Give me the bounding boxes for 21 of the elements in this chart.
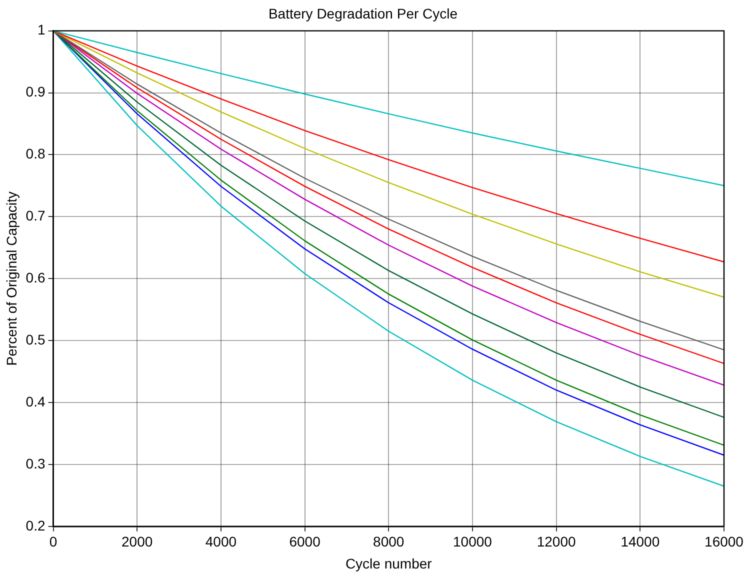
y-tick-label: 0.4 <box>26 393 46 410</box>
chart-title: Battery Degradation Per Cycle <box>268 5 458 22</box>
y-tick-label: 0.3 <box>26 455 46 472</box>
y-tick-label: 1 <box>37 22 46 38</box>
x-tick-label: 6000 <box>289 534 321 550</box>
x-tick-label: 12000 <box>536 534 576 550</box>
x-tick-label: 0 <box>49 534 58 550</box>
y-tick-label: 0.9 <box>26 84 46 100</box>
y-axis-title: Percent of Original Capacity <box>3 191 20 366</box>
y-tick-label: 0.8 <box>26 146 46 162</box>
x-tick-label: 2000 <box>122 534 153 550</box>
y-tick-label: 0.7 <box>26 208 46 224</box>
y-tick-label: 0.6 <box>26 269 46 286</box>
x-tick-label: 14000 <box>620 534 660 550</box>
x-tick-label: 16000 <box>704 534 744 550</box>
x-tick-label: 10000 <box>453 534 492 550</box>
x-axis-title: Cycle number <box>345 555 432 572</box>
x-tick-label: 4000 <box>205 534 237 550</box>
y-tick-label: 0.2 <box>26 517 46 534</box>
y-tick-label: 0.5 <box>26 331 46 348</box>
x-tick-label: 8000 <box>373 534 404 550</box>
